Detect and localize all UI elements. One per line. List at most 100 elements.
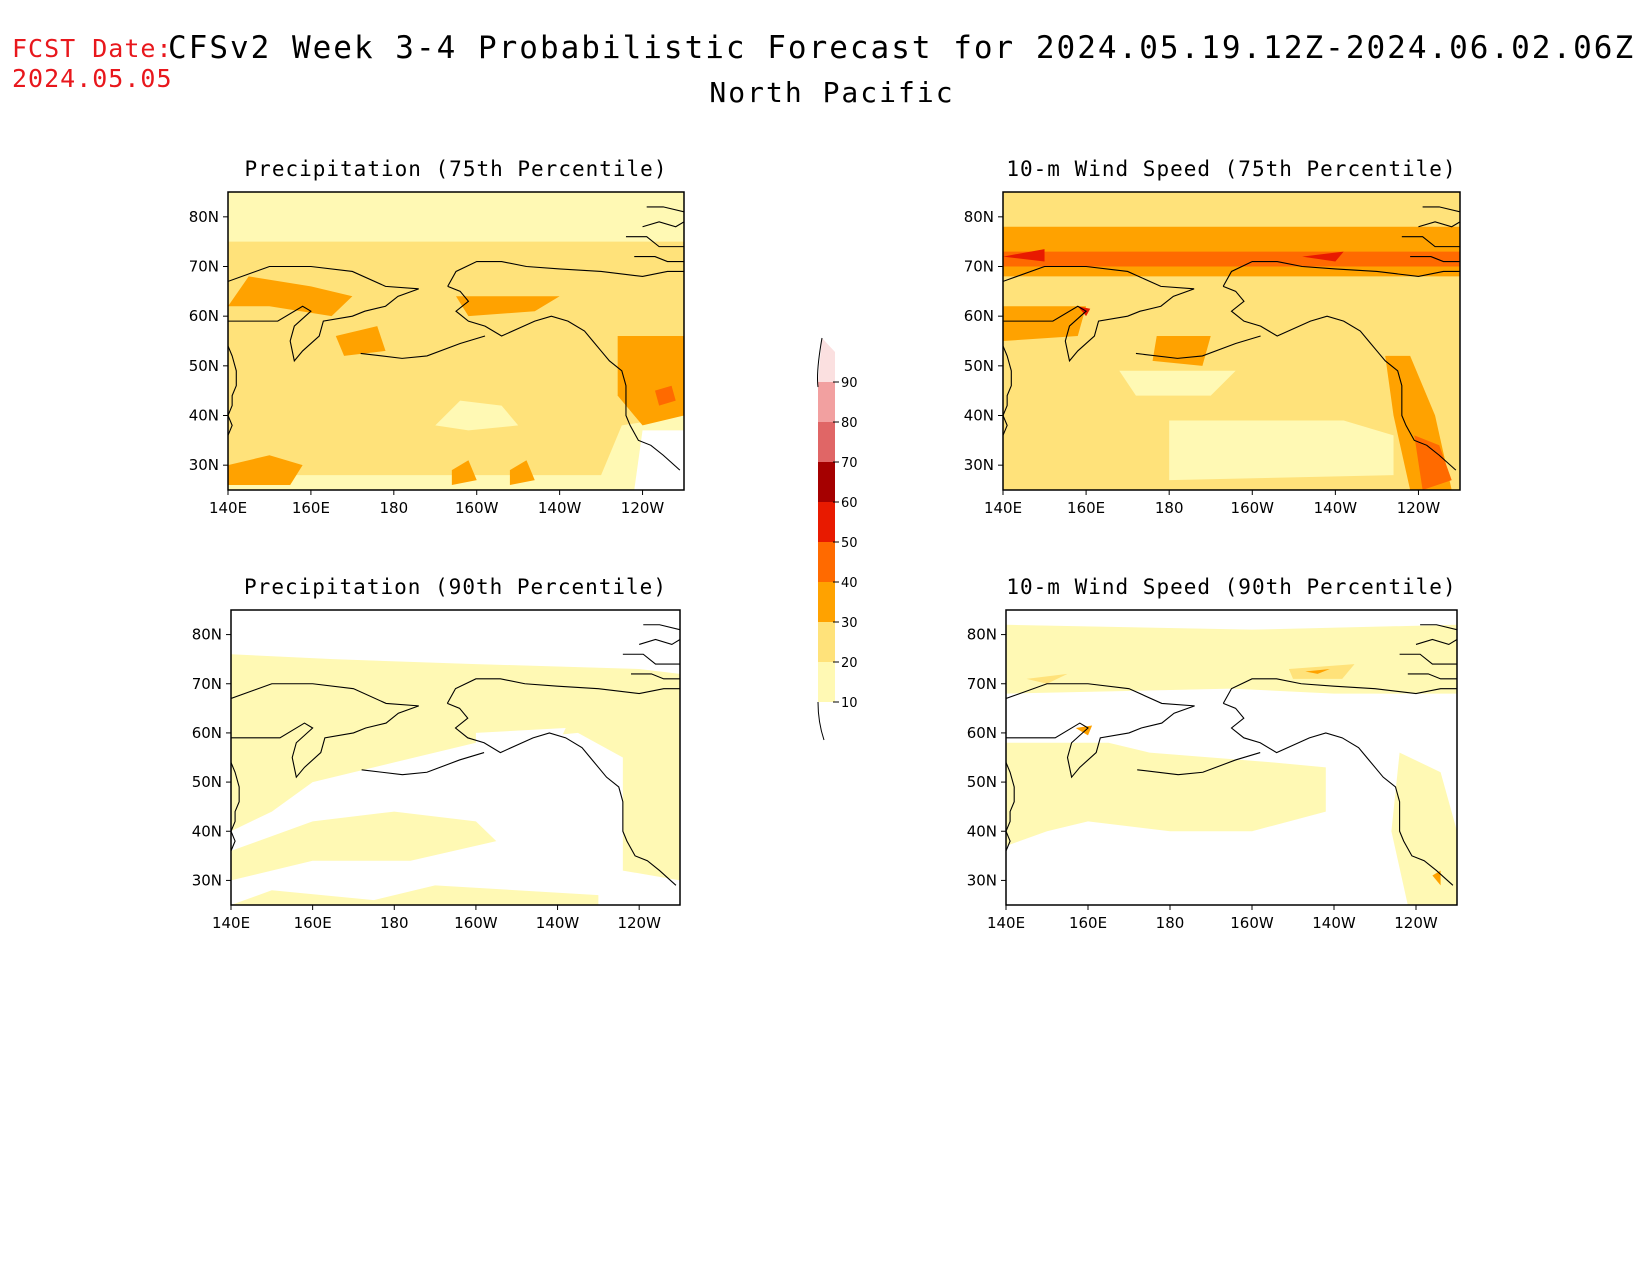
field-base xyxy=(1006,742,1326,846)
lat-label: 70N xyxy=(189,258,219,276)
coastline xyxy=(1415,638,1457,646)
coastline xyxy=(1003,345,1012,437)
colorbar-swatch xyxy=(818,502,835,542)
shaded-field xyxy=(1006,610,1457,905)
coastline xyxy=(1137,752,1261,776)
field-base xyxy=(1119,370,1236,396)
lon-label: 160E xyxy=(292,499,330,517)
coastline xyxy=(1222,285,1457,471)
lat-label: 80N xyxy=(192,626,222,644)
colorbar-swatch xyxy=(818,338,835,382)
coastline xyxy=(631,673,680,680)
lat-label: 50N xyxy=(192,773,222,791)
shaded-field xyxy=(228,192,684,490)
panel-title: Precipitation (90th Percentile) xyxy=(244,575,667,599)
lat-label: 60N xyxy=(964,307,994,325)
coastline xyxy=(1135,335,1261,359)
lon-label: 160E xyxy=(294,914,332,932)
shaded-field xyxy=(231,610,680,905)
lon-label: 180 xyxy=(1156,914,1185,932)
coastline xyxy=(1401,236,1460,248)
lat-label: 60N xyxy=(967,724,997,742)
field-high xyxy=(335,326,386,356)
field-high xyxy=(456,296,560,317)
coastline xyxy=(446,678,680,704)
panel-title: 10-m Wind Speed (75th Percentile) xyxy=(1006,157,1456,181)
coastline xyxy=(639,638,680,646)
colorbar-swatch xyxy=(818,462,835,502)
lon-label: 160W xyxy=(1230,914,1274,932)
panel-precip75: Precipitation (75th Percentile) 80N 70N 60N… xyxy=(189,157,685,517)
field-none xyxy=(475,728,566,783)
coastline xyxy=(1222,260,1460,287)
field-base xyxy=(435,400,519,431)
colorbar-swatch xyxy=(818,422,835,462)
coastline xyxy=(231,683,419,779)
field-none xyxy=(634,430,684,490)
colorbar-label: 40 xyxy=(841,576,858,591)
colorbar-swatch xyxy=(818,382,835,422)
lat-label: 30N xyxy=(189,456,219,474)
field-high xyxy=(1003,306,1087,341)
colorbar: 10 20 30 40 50 60 70 80 90 xyxy=(817,337,858,741)
lat-label: 40N xyxy=(189,407,219,425)
lon-label: 160W xyxy=(454,914,498,932)
lat-label: 30N xyxy=(967,871,997,889)
map-frame xyxy=(1005,609,1458,906)
colorbar-swatch xyxy=(818,622,835,662)
coastline xyxy=(1003,265,1195,363)
lon-label: 140E xyxy=(209,499,247,517)
map-frame xyxy=(230,609,681,906)
coastline xyxy=(1222,678,1457,704)
lon-label: 160W xyxy=(1231,499,1275,517)
panel-precip90: Precipitation (90th Percentile) 80N 70N 60N… xyxy=(192,575,681,932)
coastline xyxy=(447,260,684,287)
colorbar-edge xyxy=(817,337,823,388)
lon-label: 140W xyxy=(538,499,582,517)
lat-label: 40N xyxy=(967,822,997,840)
panel-title: Precipitation (75th Percentile) xyxy=(245,157,668,181)
lat-label: 70N xyxy=(964,258,994,276)
lon-label: 140W xyxy=(1312,914,1356,932)
field-high xyxy=(1152,336,1211,366)
shaded-field xyxy=(1003,192,1460,490)
coastline xyxy=(1407,673,1457,680)
lon-label: 180 xyxy=(1155,499,1184,517)
coastline xyxy=(646,206,684,213)
lon-label: 120W xyxy=(621,499,665,517)
forecast-date-value: 2024.05.05 xyxy=(12,64,173,93)
field-high xyxy=(451,460,477,486)
field-high xyxy=(1305,669,1330,674)
page-title: CFSv2 Week 3-4 Probabilistic Forecast fo… xyxy=(168,30,1636,66)
lat-label: 60N xyxy=(192,724,222,742)
lat-label: 40N xyxy=(964,407,994,425)
lat-label: 50N xyxy=(967,773,997,791)
panel-title: 10-m Wind Speed (90th Percentile) xyxy=(1006,575,1456,599)
field-very-high xyxy=(1003,251,1460,267)
lon-label: 120W xyxy=(1397,499,1441,517)
coastline xyxy=(642,221,684,228)
lat-label: 80N xyxy=(189,208,219,226)
panel-wind90: 10-m Wind Speed (90th Percentile) 80N 70N 6… xyxy=(967,575,1458,932)
coastline xyxy=(625,236,684,248)
field-base xyxy=(1006,624,1457,694)
field-base xyxy=(231,654,680,881)
lon-label: 140E xyxy=(212,914,250,932)
field-very-high xyxy=(1414,435,1452,490)
lon-label: 120W xyxy=(617,914,661,932)
field-high xyxy=(228,276,353,317)
colorbar-label: 80 xyxy=(841,416,858,431)
field-very-high xyxy=(654,385,676,406)
colorbar-label: 60 xyxy=(841,496,858,511)
field-max xyxy=(1302,251,1344,262)
coastline xyxy=(622,653,680,665)
lat-label: 70N xyxy=(967,675,997,693)
coastline xyxy=(447,702,677,886)
field-base xyxy=(231,811,497,881)
colorbar-label: 70 xyxy=(841,456,858,471)
coastline xyxy=(1006,683,1195,779)
lon-label: 120W xyxy=(1394,914,1438,932)
coastline xyxy=(634,256,684,263)
colorbar-label: 10 xyxy=(841,696,858,711)
